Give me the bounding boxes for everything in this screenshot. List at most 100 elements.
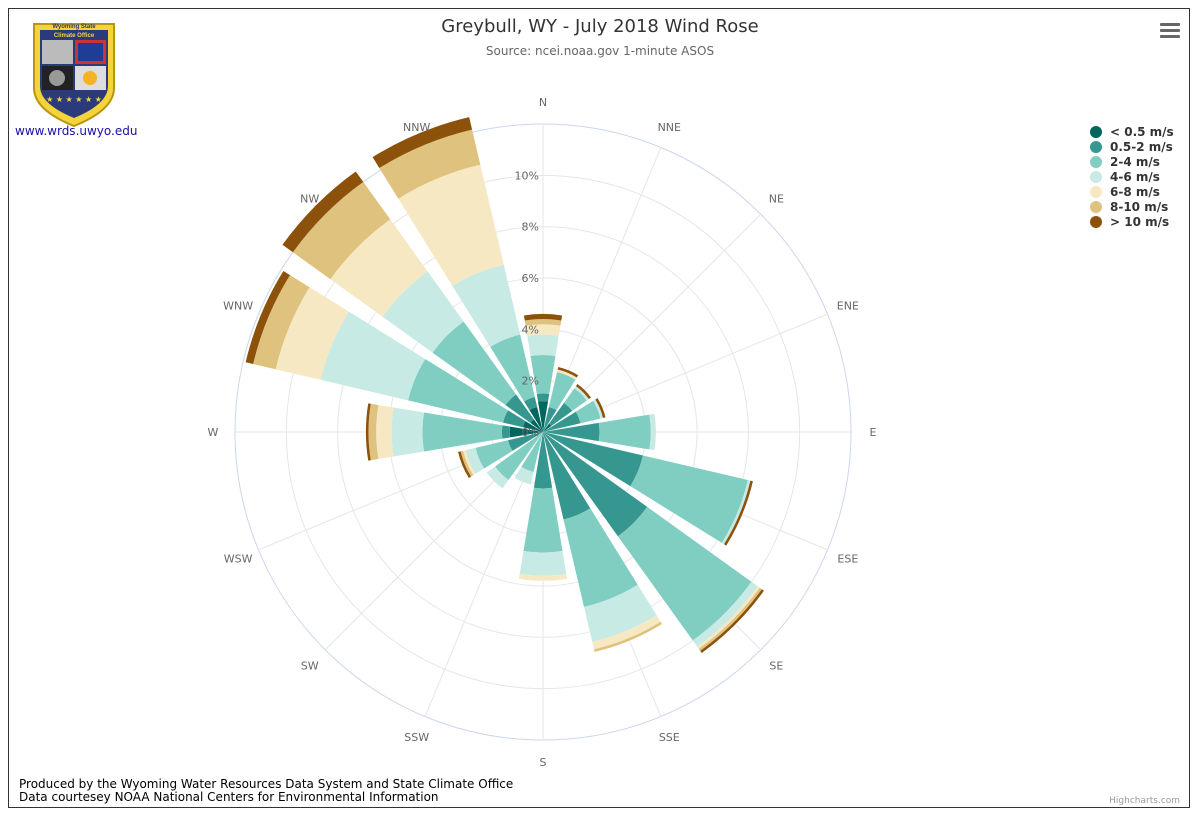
bar-ne--0-5-m-s[interactable] [543, 423, 552, 432]
bar-nne--10-m-s[interactable] [557, 367, 579, 378]
radial-tick-label: 2% [522, 375, 539, 388]
bar-wsw-6-8-m-s[interactable] [463, 450, 476, 476]
bar-s-2-4-m-s[interactable] [523, 487, 563, 553]
legend-item[interactable]: 4-6 m/s [1088, 169, 1174, 184]
bar-sw-2-4-m-s[interactable] [495, 432, 543, 480]
bar-n--0-5-m-s[interactable] [538, 401, 548, 432]
bar-nw-4-6-m-s[interactable] [382, 271, 464, 353]
bar-nw-0-5-2-m-s[interactable] [505, 394, 535, 424]
bar-ssw-2-4-m-s[interactable] [521, 432, 543, 472]
bar-n-8-10-m-s[interactable] [524, 319, 562, 326]
bar-n-6-8-m-s[interactable] [525, 324, 561, 336]
logo-text-line2: Climate Office [54, 33, 95, 39]
bar-w-2-4-m-s[interactable] [422, 412, 503, 452]
bar-w--0-5-m-s[interactable] [509, 426, 543, 438]
bar-ssw-4-6-m-s[interactable] [514, 466, 534, 485]
bar-ne-2-4-m-s[interactable] [563, 388, 587, 412]
bar-se-2-4-m-s[interactable] [617, 506, 752, 641]
bar-ene--10-m-s[interactable] [595, 398, 606, 418]
legend-color-dot [1090, 200, 1102, 213]
bar-wnw-6-8-m-s[interactable] [275, 287, 349, 380]
bar-ene-2-4-m-s[interactable] [575, 400, 601, 424]
bar-ene-4-6-m-s[interactable] [593, 399, 603, 419]
bar-s-4-6-m-s[interactable] [519, 551, 567, 576]
bar-e-0-5-2-m-s[interactable] [543, 422, 600, 442]
bar-nnw--0-5-m-s[interactable] [529, 407, 543, 432]
highcharts-credit[interactable]: Highcharts.com [1109, 796, 1180, 806]
bar-nnw-6-8-m-s[interactable] [398, 164, 504, 286]
bar-nw--0-5-m-s[interactable] [530, 419, 543, 432]
bar-nw-6-8-m-s[interactable] [330, 219, 428, 317]
bar-nnw-2-4-m-s[interactable] [490, 334, 535, 402]
chart-menu-button[interactable] [1158, 20, 1182, 42]
bar-e-2-4-m-s[interactable] [598, 414, 651, 450]
bar-s-6-8-m-s[interactable] [518, 573, 568, 581]
bar-w--10-m-s[interactable] [365, 403, 371, 461]
bar-n-2-4-m-s[interactable] [530, 355, 556, 395]
bar-nne-0-5-2-m-s[interactable] [543, 407, 557, 432]
legend-item[interactable]: > 10 m/s [1088, 214, 1174, 229]
bar-e-4-6-m-s[interactable] [649, 413, 656, 451]
logo-text-line1: Wyoming State [52, 24, 96, 30]
bar-wsw-0-5-2-m-s[interactable] [508, 432, 543, 451]
bar-sse-8-10-m-s[interactable] [593, 621, 663, 652]
bar-ne-4-6-m-s[interactable] [574, 386, 589, 401]
legend-label: 2-4 m/s [1110, 154, 1160, 169]
legend-item[interactable]: 8-10 m/s [1088, 199, 1174, 214]
legend-item[interactable]: 6-8 m/s [1088, 184, 1174, 199]
bar-nw-2-4-m-s[interactable] [432, 321, 517, 406]
bar-se--10-m-s[interactable] [700, 589, 764, 653]
website-link[interactable]: www.wrds.uwyo.edu [15, 124, 138, 138]
bar-w-4-6-m-s[interactable] [391, 407, 424, 457]
bar-nne-6-8-m-s[interactable] [557, 369, 577, 380]
svg-text:★ ★ ★ ★ ★ ★: ★ ★ ★ ★ ★ ★ [46, 95, 102, 104]
bar-ene-0-5-2-m-s[interactable] [543, 411, 581, 432]
bar-w-0-5-2-m-s[interactable] [501, 425, 511, 439]
bar-nne-2-4-m-s[interactable] [548, 372, 576, 411]
legend: < 0.5 m/s 0.5-2 m/s 2-4 m/s 4-6 m/s 6-8 m/s 8… [1088, 124, 1174, 229]
bar-se-8-10-m-s[interactable] [698, 587, 762, 651]
legend-item[interactable]: < 0.5 m/s [1088, 124, 1174, 139]
legend-item[interactable]: 0.5-2 m/s [1088, 139, 1174, 154]
bar-nnw-0-5-2-m-s[interactable] [524, 397, 538, 411]
bar-ne--10-m-s[interactable] [575, 384, 591, 400]
bar-n-4-6-m-s[interactable] [527, 334, 559, 357]
bar-ese-0-5-2-m-s[interactable] [543, 432, 643, 487]
bar-sse-2-4-m-s[interactable] [563, 508, 638, 607]
bar-n-0-5-2-m-s[interactable] [536, 393, 550, 402]
bar-wsw-2-4-m-s[interactable] [475, 440, 513, 469]
bar-nw--10-m-s[interactable] [282, 171, 364, 253]
bar-nw-8-10-m-s[interactable] [292, 181, 391, 280]
bar-ese-4-6-m-s[interactable] [721, 480, 751, 545]
bar-sse-4-6-m-s[interactable] [584, 584, 657, 642]
direction-label-wsw: WSW [224, 552, 253, 565]
bar-sw-4-6-m-s[interactable] [486, 466, 509, 489]
bar-nnw-8-10-m-s[interactable] [379, 129, 481, 199]
bar-ese-2-4-m-s[interactable] [630, 455, 748, 543]
bar-ese--10-m-s[interactable] [724, 480, 753, 546]
bar-se-0-5-2-m-s[interactable] [543, 432, 648, 537]
bar-wsw-8-10-m-s[interactable] [460, 450, 474, 477]
bar-wsw-4-6-m-s[interactable] [465, 447, 485, 474]
bar-wnw-0-5-2-m-s[interactable] [503, 410, 526, 428]
bar-nnw--10-m-s[interactable] [372, 117, 473, 169]
bar-wsw--10-m-s[interactable] [458, 451, 472, 478]
bar-n--10-m-s[interactable] [523, 313, 563, 321]
bar-wnw-8-10-m-s[interactable] [253, 275, 310, 370]
bar-s-0-5-2-m-s[interactable] [533, 432, 553, 489]
bar-wnw-2-4-m-s[interactable] [408, 358, 509, 423]
bar-sse-6-8-m-s[interactable] [592, 615, 661, 650]
bar-wnw--0-5-m-s[interactable] [523, 421, 543, 432]
wind-rose-bars [245, 117, 764, 653]
bar-nnw-4-6-m-s[interactable] [452, 264, 521, 347]
bar-se-6-8-m-s[interactable] [697, 586, 760, 649]
bar-wnw--10-m-s[interactable] [245, 271, 290, 365]
bar-ne-0-5-2-m-s[interactable] [548, 402, 573, 427]
bar-sse-0-5-2-m-s[interactable] [543, 432, 591, 520]
bar-wnw-4-6-m-s[interactable] [320, 311, 426, 401]
footer-line-2: Data courtesey NOAA National Centers for… [19, 790, 439, 804]
legend-item[interactable]: 2-4 m/s [1088, 154, 1174, 169]
bar-w-6-8-m-s[interactable] [376, 405, 394, 459]
bar-se-4-6-m-s[interactable] [692, 581, 758, 647]
bar-w-8-10-m-s[interactable] [368, 403, 379, 461]
